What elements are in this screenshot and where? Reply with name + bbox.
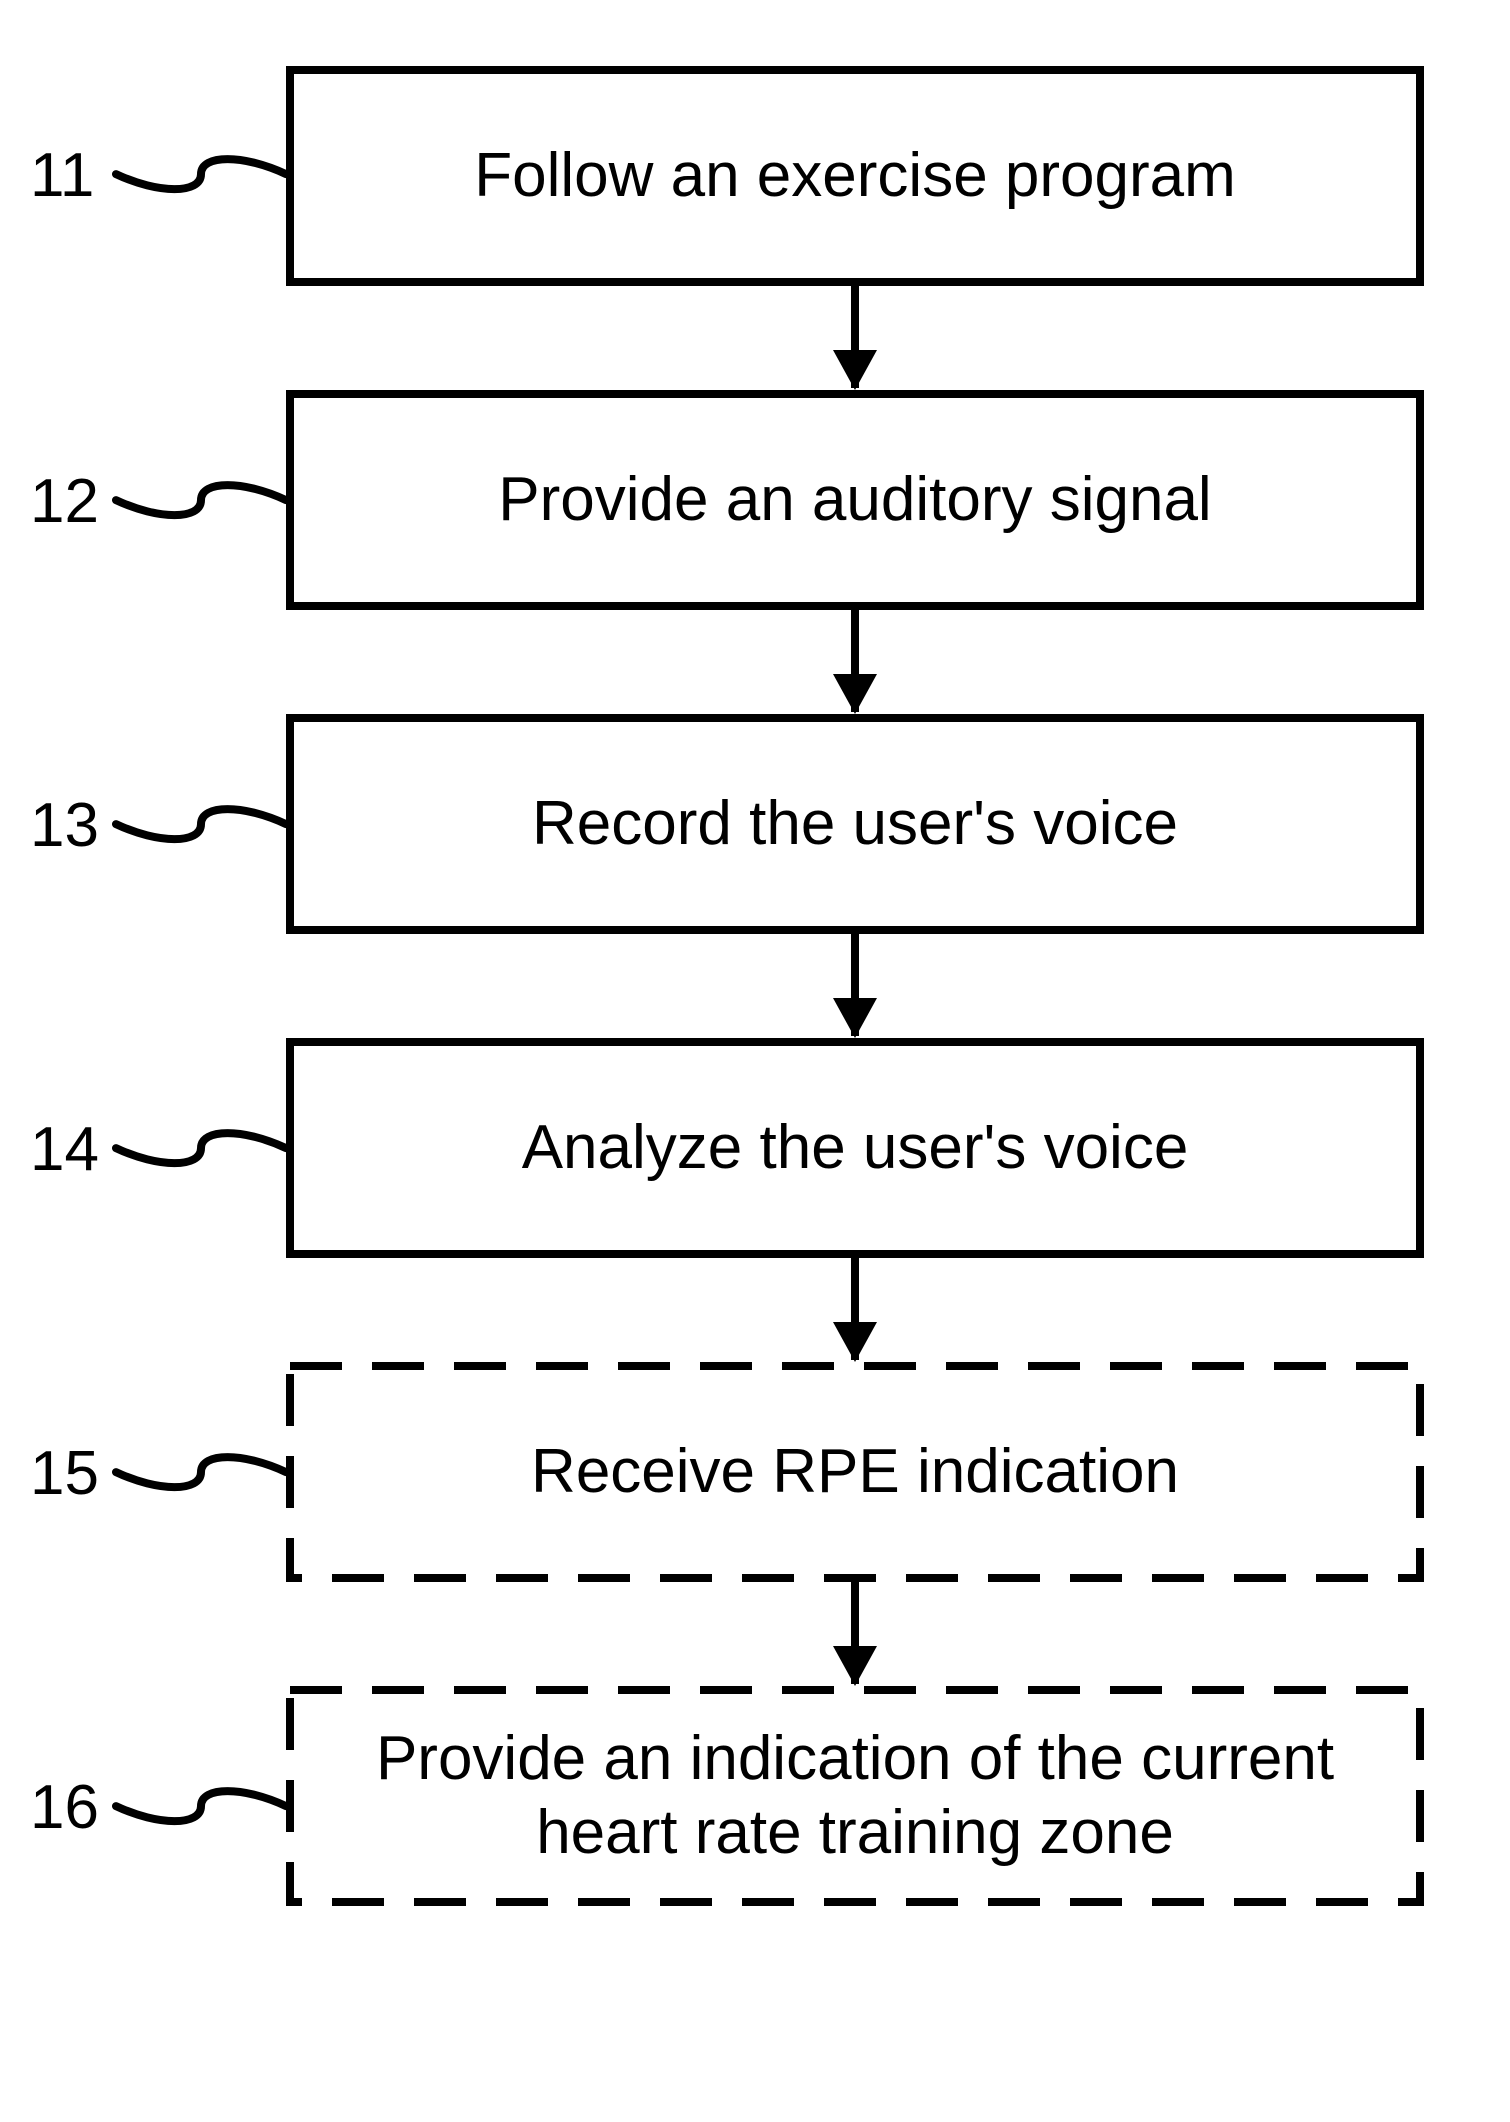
flowchart-squiggle-connector	[116, 1791, 286, 1821]
flowchart-step-text: Provide an auditory signal	[498, 463, 1211, 537]
flowchart-step-box: Record the user's voice	[286, 714, 1424, 934]
flowchart-step-box: Follow an exercise program	[286, 66, 1424, 286]
flowchart-step-box: Receive RPE indication	[286, 1362, 1424, 1582]
flowchart-step-box: Provide an indication of the current hea…	[286, 1686, 1424, 1906]
flowchart-step-box: Provide an auditory signal	[286, 390, 1424, 610]
flowchart-step-number: 11	[30, 140, 94, 211]
flowchart-step-text: Analyze the user's voice	[522, 1111, 1189, 1185]
flowchart-step-text: Provide an indication of the current hea…	[306, 1722, 1404, 1871]
flowchart-squiggle-connector	[116, 809, 286, 839]
flowchart-stage: Follow an exercise program Provide an aud…	[0, 0, 1510, 2122]
flowchart-squiggle-connector	[116, 485, 286, 515]
flowchart-step-number: 15	[30, 1438, 99, 1509]
flowchart-step-box: Analyze the user's voice	[286, 1038, 1424, 1258]
flowchart-squiggle-connector	[116, 1457, 286, 1487]
flowchart-step-text: Record the user's voice	[532, 787, 1178, 861]
flowchart-step-text: Receive RPE indication	[531, 1435, 1179, 1509]
flowchart-step-number: 16	[30, 1772, 99, 1843]
flowchart-step-number: 12	[30, 466, 99, 537]
flowchart-step-number: 13	[30, 790, 99, 861]
flowchart-squiggle-connector	[116, 159, 286, 189]
flowchart-squiggle-connector	[116, 1133, 286, 1163]
flowchart-step-number: 14	[30, 1114, 99, 1185]
flowchart-step-text: Follow an exercise program	[474, 139, 1236, 213]
